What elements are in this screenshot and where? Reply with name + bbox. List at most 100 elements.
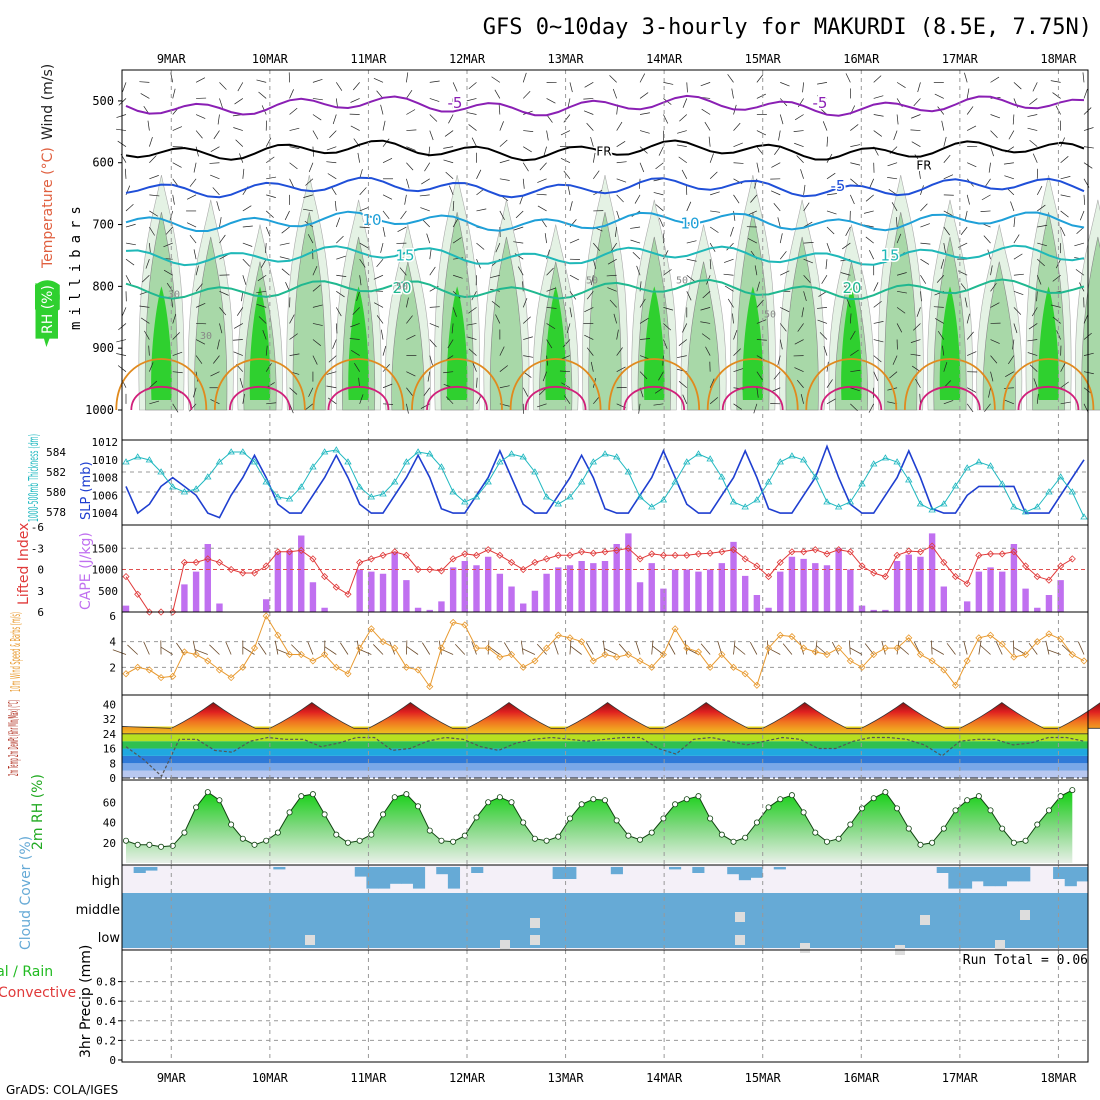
- rh-label: 50: [764, 309, 776, 320]
- wind-barb: [289, 107, 298, 115]
- wind-barb: [639, 178, 641, 189]
- wind-barb: [216, 201, 220, 212]
- rh-point: [800, 809, 807, 816]
- wind-barb: [659, 217, 664, 228]
- wind10m-barb: [307, 641, 314, 655]
- temp2m-panel: 0 816 24 32 40: [103, 694, 1100, 785]
- wind10m-point: [963, 657, 971, 665]
- thickness-point: [916, 500, 925, 507]
- wind-barb: [1029, 364, 1038, 372]
- cloud-bar: [610, 893, 623, 921]
- wind-barb: [709, 171, 718, 180]
- isotherm-25: [213, 358, 306, 411]
- isotherm-30: [1017, 385, 1080, 411]
- cloud-bar: [936, 867, 949, 873]
- wind-barb: [499, 210, 505, 220]
- precip-tick-label: 0.4: [96, 1015, 116, 1028]
- wind-barb: [891, 202, 898, 212]
- wind-barb: [219, 217, 222, 228]
- cloud-bar: [866, 893, 880, 921]
- li-point: [589, 549, 597, 557]
- left-tick-label: 584: [46, 446, 66, 459]
- wind10m-barb: [881, 640, 886, 655]
- cape-bar: [274, 552, 282, 612]
- wind-barb: [663, 323, 672, 331]
- wind-barb: [801, 307, 804, 318]
- cape-bar: [788, 556, 796, 612]
- wind-barb: [149, 362, 154, 372]
- wind-barb: [990, 283, 997, 292]
- wind10m-barb: [585, 642, 594, 655]
- isotherm-25: [509, 358, 602, 411]
- wind-barb: [1008, 355, 1015, 365]
- wind-barb: [539, 162, 547, 171]
- cloud-bar: [308, 893, 321, 921]
- rh-point: [718, 831, 725, 838]
- wind-barb: [803, 184, 806, 195]
- cloud-bar: [1018, 921, 1031, 948]
- wind-barb: [990, 76, 1000, 83]
- wind10m-barb: [635, 641, 641, 655]
- isotherm-30: [524, 385, 587, 411]
- cape-bar: [835, 548, 842, 612]
- rh-label: 50: [396, 281, 408, 292]
- wind-barb: [778, 130, 781, 141]
- li-point: [391, 548, 399, 556]
- wind10m-point: [776, 631, 784, 639]
- wind-barbs: [116, 72, 1094, 414]
- wind-barb: [569, 274, 579, 281]
- wind-barb: [466, 98, 477, 102]
- wind-barb: [681, 169, 688, 179]
- cloud-bar: [471, 921, 484, 948]
- wind-barb: [873, 130, 883, 137]
- wind-barb: [359, 206, 370, 212]
- cloud-bar: [412, 921, 426, 948]
- left-tick-label: 580: [46, 486, 66, 499]
- cloud-bar: [575, 893, 589, 921]
- cape-bar: [882, 609, 889, 612]
- cloud-gap: [530, 935, 540, 945]
- wind-barb: [754, 265, 758, 276]
- wind-barb: [289, 127, 300, 131]
- wind-barb: [796, 155, 804, 163]
- cloud-bar: [145, 921, 158, 948]
- wind10m-barb: [667, 642, 676, 655]
- wind-barb: [490, 274, 500, 278]
- wind-barb: [219, 323, 223, 334]
- wind-barb: [380, 104, 384, 115]
- wind-barb: [584, 307, 594, 313]
- rh-point: [1010, 839, 1017, 846]
- wind-barb: [382, 210, 390, 220]
- cape-bar: [391, 552, 398, 612]
- wind-barb: [266, 194, 276, 198]
- wind-barb: [256, 303, 267, 308]
- wind10m-point: [239, 663, 247, 671]
- cape-bar: [1034, 607, 1041, 612]
- low-level-isotherms: [115, 358, 1095, 411]
- wind10m-point: [753, 681, 761, 689]
- wind-barb: [794, 114, 804, 121]
- wind-barb: [966, 194, 970, 205]
- cloud-bar: [762, 893, 775, 921]
- cloud-bar: [983, 921, 996, 948]
- rh-contour-70: [249, 286, 271, 400]
- isotherm-30: [918, 385, 981, 411]
- wind-barb: [780, 270, 790, 276]
- wind-barb: [1037, 204, 1046, 212]
- cloud-bar: [343, 921, 356, 948]
- wind-barb: [686, 82, 688, 93]
- wind-barb: [468, 124, 477, 131]
- millibars-axis-label: millibars: [68, 200, 84, 330]
- thickness-point: [192, 485, 200, 492]
- rh-contour-50: [588, 212, 622, 411]
- precip-axis-label: 3hr Precip (mm): [78, 945, 94, 1058]
- wind-barb: [817, 95, 828, 99]
- wind-barb: [990, 114, 1001, 119]
- lifted-index-axis-label: Lifted Index: [16, 523, 32, 605]
- wind-barb: [943, 136, 947, 147]
- wind-barb: [234, 98, 244, 105]
- wind-barb: [308, 162, 314, 173]
- rh-point: [602, 797, 609, 804]
- li-point: [858, 562, 866, 570]
- isotherm-line: [125, 176, 1085, 199]
